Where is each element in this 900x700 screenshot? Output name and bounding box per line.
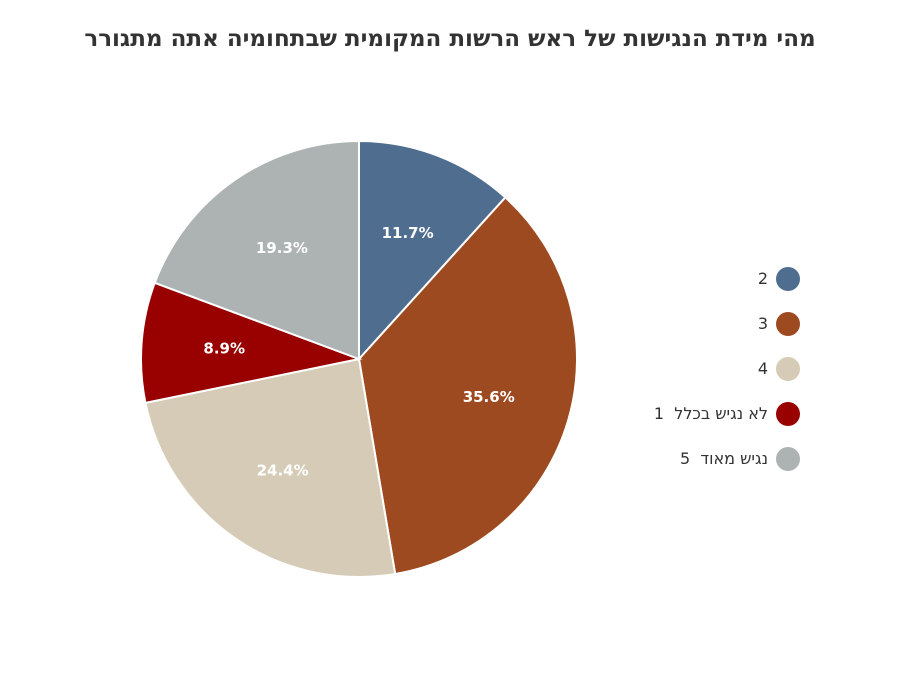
legend-item[interactable]: לא נגיש בכלל 1 xyxy=(600,391,800,436)
pie-slice[interactable] xyxy=(358,139,507,362)
pie-slice[interactable] xyxy=(140,281,363,405)
legend-label: 3 xyxy=(757,314,768,333)
legend-swatch-icon xyxy=(776,266,800,291)
pie-slice[interactable] xyxy=(357,195,578,576)
slice-data-label: 19.3% xyxy=(256,239,308,257)
legend-item[interactable]: נגיש מאוד 5 xyxy=(600,436,800,481)
slice-data-label: 35.6% xyxy=(463,388,515,406)
pie-slice[interactable] xyxy=(144,357,397,578)
legend-swatch-icon xyxy=(776,401,800,426)
legend-label: לא נגיש בכלל 1 xyxy=(653,404,768,423)
legend-item[interactable]: 3 xyxy=(600,301,800,346)
legend-label: נגיש מאוד 5 xyxy=(679,449,768,468)
legend: 2 3 4 לא נגיש בכלל 1 נגיש מאוד 5 xyxy=(600,256,800,481)
legend-swatch-icon xyxy=(776,311,800,336)
legend-item[interactable]: 2 xyxy=(600,256,800,301)
legend-item[interactable]: 4 xyxy=(600,346,800,391)
slice-data-label: 11.7% xyxy=(382,224,434,242)
slice-data-label: 8.9% xyxy=(203,340,245,358)
legend-swatch-icon xyxy=(776,446,800,471)
legend-swatch-icon xyxy=(776,356,800,381)
pie-slice[interactable] xyxy=(153,139,360,361)
pie-slice-labels: 11.7% 35.6% 24.4% 8.9% 19.3% xyxy=(203,224,514,480)
pie-slices xyxy=(140,139,578,578)
slice-data-label: 24.4% xyxy=(257,462,309,480)
legend-label: 2 xyxy=(757,269,768,288)
legend-label: 4 xyxy=(757,359,768,378)
chart-title: מהי מידת הנגישות של ראש הרשות המקומית שב… xyxy=(84,26,816,52)
